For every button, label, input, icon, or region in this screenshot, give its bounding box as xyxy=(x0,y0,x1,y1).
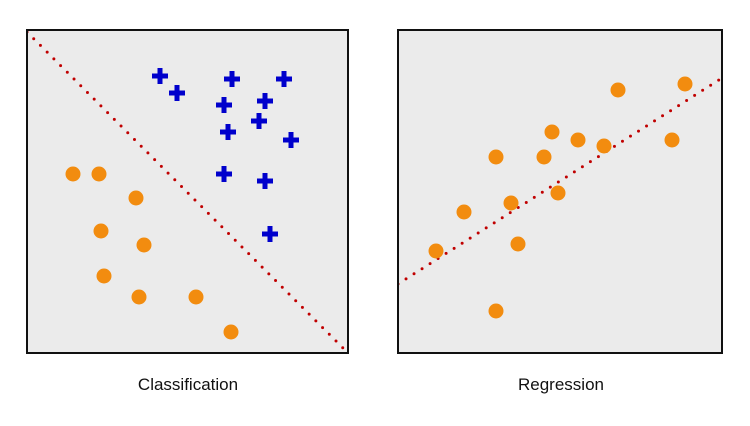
plus-marker xyxy=(262,226,278,242)
circle-marker xyxy=(428,243,444,259)
regression-caption: Regression xyxy=(518,375,604,394)
plus-marker xyxy=(152,68,168,84)
plus-marker xyxy=(257,93,273,109)
circle-marker xyxy=(510,236,526,252)
plus-marker xyxy=(224,71,240,87)
circle-marker xyxy=(223,324,239,340)
classification-panel xyxy=(26,29,349,354)
circle-marker xyxy=(677,76,693,92)
circle-marker xyxy=(128,190,144,206)
circle-marker xyxy=(488,303,504,319)
circle-marker xyxy=(65,166,81,182)
plus-marker xyxy=(251,113,267,129)
plus-marker xyxy=(276,71,292,87)
plus-marker xyxy=(283,132,299,148)
circle-marker xyxy=(544,124,560,140)
circle-marker xyxy=(610,82,626,98)
circle-marker xyxy=(536,149,552,165)
plus-marker xyxy=(216,97,232,113)
circle-marker xyxy=(664,132,680,148)
panel-border xyxy=(26,29,349,354)
regression-panel xyxy=(397,29,723,354)
circle-marker xyxy=(136,237,152,253)
plus-marker xyxy=(257,173,273,189)
circle-marker xyxy=(91,166,107,182)
plus-marker xyxy=(220,124,236,140)
circle-marker xyxy=(550,185,566,201)
circle-marker xyxy=(596,138,612,154)
circle-marker xyxy=(488,149,504,165)
plus-marker xyxy=(169,85,185,101)
circle-marker xyxy=(131,289,147,305)
panel-border xyxy=(397,29,723,354)
circle-marker xyxy=(93,223,109,239)
circle-marker xyxy=(503,195,519,211)
classification-caption: Classification xyxy=(137,375,239,394)
circle-marker xyxy=(456,204,472,220)
circle-marker xyxy=(570,132,586,148)
plus-marker xyxy=(216,166,232,182)
circle-marker xyxy=(188,289,204,305)
circle-marker xyxy=(96,268,112,284)
decision-boundary-line xyxy=(27,30,348,353)
plot-area xyxy=(27,30,348,353)
